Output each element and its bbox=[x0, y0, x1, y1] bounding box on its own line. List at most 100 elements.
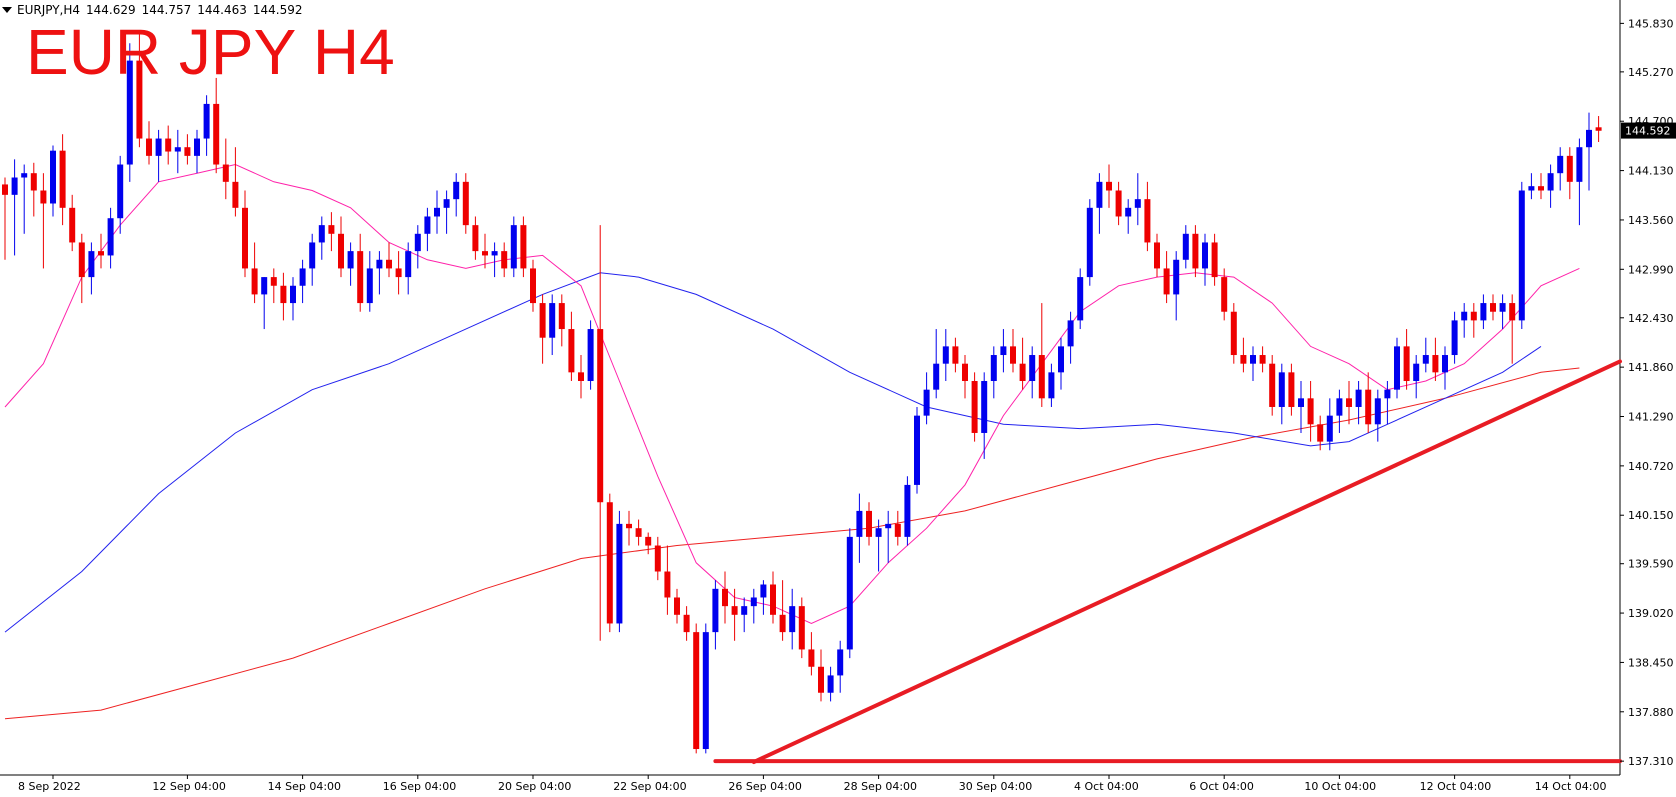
time-tick-label: 12 Sep 04:00 bbox=[152, 780, 225, 793]
candle-body bbox=[856, 510, 863, 537]
candle-body bbox=[11, 177, 18, 195]
moving-average-slow bbox=[4, 367, 1580, 720]
candle-body bbox=[405, 251, 412, 278]
candle-body bbox=[885, 523, 892, 529]
candle-body bbox=[1480, 303, 1487, 321]
candle-body bbox=[1451, 320, 1458, 356]
candle-body bbox=[1518, 190, 1525, 321]
candle-body bbox=[443, 199, 450, 208]
candle-body bbox=[40, 190, 47, 204]
price-tick-label: 140.720 bbox=[1628, 460, 1674, 473]
candle-body bbox=[664, 571, 671, 598]
candle-body bbox=[1067, 320, 1074, 347]
candle-body bbox=[146, 138, 152, 156]
candle-body bbox=[251, 268, 258, 295]
close-value: 144.592 bbox=[252, 3, 303, 17]
chart-overlay-title: EUR JPY H4 bbox=[26, 16, 395, 88]
candle-body bbox=[626, 523, 632, 529]
candle-body bbox=[2, 184, 8, 195]
candle-body bbox=[1394, 346, 1400, 390]
candle-body bbox=[1461, 311, 1468, 321]
candle-body bbox=[1298, 398, 1304, 407]
candle-body bbox=[1134, 199, 1141, 208]
price-tick-label: 139.020 bbox=[1628, 607, 1674, 620]
candle-body bbox=[587, 329, 594, 382]
candle-body bbox=[722, 588, 728, 607]
candle-body bbox=[818, 666, 824, 693]
time-tick-label: 8 Sep 2022 bbox=[18, 780, 81, 793]
candle-body bbox=[203, 103, 210, 139]
candle-body bbox=[1557, 155, 1564, 174]
candle-body bbox=[21, 173, 28, 178]
price-tick-label: 137.310 bbox=[1628, 755, 1674, 768]
candle-body bbox=[1144, 199, 1151, 243]
candle-body bbox=[760, 584, 767, 598]
diagonal-trendline[interactable] bbox=[751, 359, 1622, 765]
candle-body bbox=[558, 303, 565, 330]
candle-body bbox=[866, 510, 872, 537]
candle-body bbox=[894, 523, 901, 537]
candle-body bbox=[165, 138, 172, 152]
candle-body bbox=[731, 606, 738, 615]
candle-body bbox=[616, 523, 623, 624]
candle-body bbox=[242, 207, 248, 269]
candle-body bbox=[990, 355, 997, 382]
candle-body bbox=[290, 285, 296, 304]
candle-body bbox=[78, 242, 85, 278]
candle-body bbox=[462, 181, 469, 226]
candle-body bbox=[798, 606, 805, 650]
candle-body bbox=[1355, 389, 1362, 407]
collapse-triangle-icon[interactable] bbox=[2, 7, 12, 13]
candle-body bbox=[846, 536, 853, 650]
candle-body bbox=[501, 251, 508, 269]
price-tick-label: 142.430 bbox=[1628, 312, 1674, 325]
time-tick-label: 30 Sep 04:00 bbox=[959, 780, 1032, 793]
candle-body bbox=[1086, 207, 1093, 278]
candle-body bbox=[1336, 398, 1343, 416]
candle-body bbox=[962, 363, 968, 382]
price-tick-label: 145.270 bbox=[1628, 66, 1674, 79]
candle-body bbox=[789, 606, 796, 633]
time-tick-label: 16 Sep 04:00 bbox=[383, 780, 456, 793]
candle-body bbox=[1547, 173, 1554, 191]
candle-body bbox=[1374, 398, 1381, 425]
candle-body bbox=[347, 251, 354, 269]
candle-body bbox=[1432, 355, 1439, 373]
price-tick-label: 137.880 bbox=[1628, 706, 1674, 719]
candle-body bbox=[1182, 233, 1189, 260]
low-value: 144.463 bbox=[197, 3, 247, 17]
candle-body bbox=[1269, 363, 1276, 407]
candle-body bbox=[1048, 372, 1055, 399]
candle-body bbox=[1058, 346, 1064, 373]
candle-body bbox=[702, 632, 709, 750]
moving-average-mid bbox=[4, 272, 1542, 633]
candle-body bbox=[1096, 181, 1103, 208]
candle-body bbox=[1442, 355, 1448, 373]
candle-body bbox=[827, 675, 834, 693]
price-tick-label: 141.860 bbox=[1628, 361, 1674, 374]
candle-body bbox=[1029, 355, 1036, 382]
candle-body bbox=[1230, 311, 1237, 356]
candle-body bbox=[1019, 363, 1026, 382]
time-tick-label: 14 Sep 04:00 bbox=[268, 780, 341, 793]
symbol-info-bar: EURJPY,H4 144.629 144.757 144.463 144.592 bbox=[2, 2, 309, 18]
candle-body bbox=[1413, 363, 1420, 382]
candle-body bbox=[1221, 277, 1228, 312]
candle-body bbox=[914, 415, 920, 485]
candle-body bbox=[1192, 233, 1199, 269]
candle-body bbox=[1115, 190, 1122, 217]
time-tick-label: 4 Oct 04:00 bbox=[1074, 780, 1139, 793]
candle-body bbox=[712, 588, 719, 633]
last-price-label: 144.592 bbox=[1625, 125, 1671, 138]
candle-body bbox=[674, 597, 680, 615]
candle-body bbox=[338, 233, 344, 269]
candle-body bbox=[645, 536, 652, 546]
candle-body bbox=[837, 649, 844, 676]
price-tick-label: 145.830 bbox=[1628, 17, 1674, 30]
candle-body bbox=[933, 363, 940, 390]
candle-body bbox=[222, 164, 229, 182]
candle-body bbox=[750, 597, 757, 607]
candle-body bbox=[472, 225, 479, 252]
